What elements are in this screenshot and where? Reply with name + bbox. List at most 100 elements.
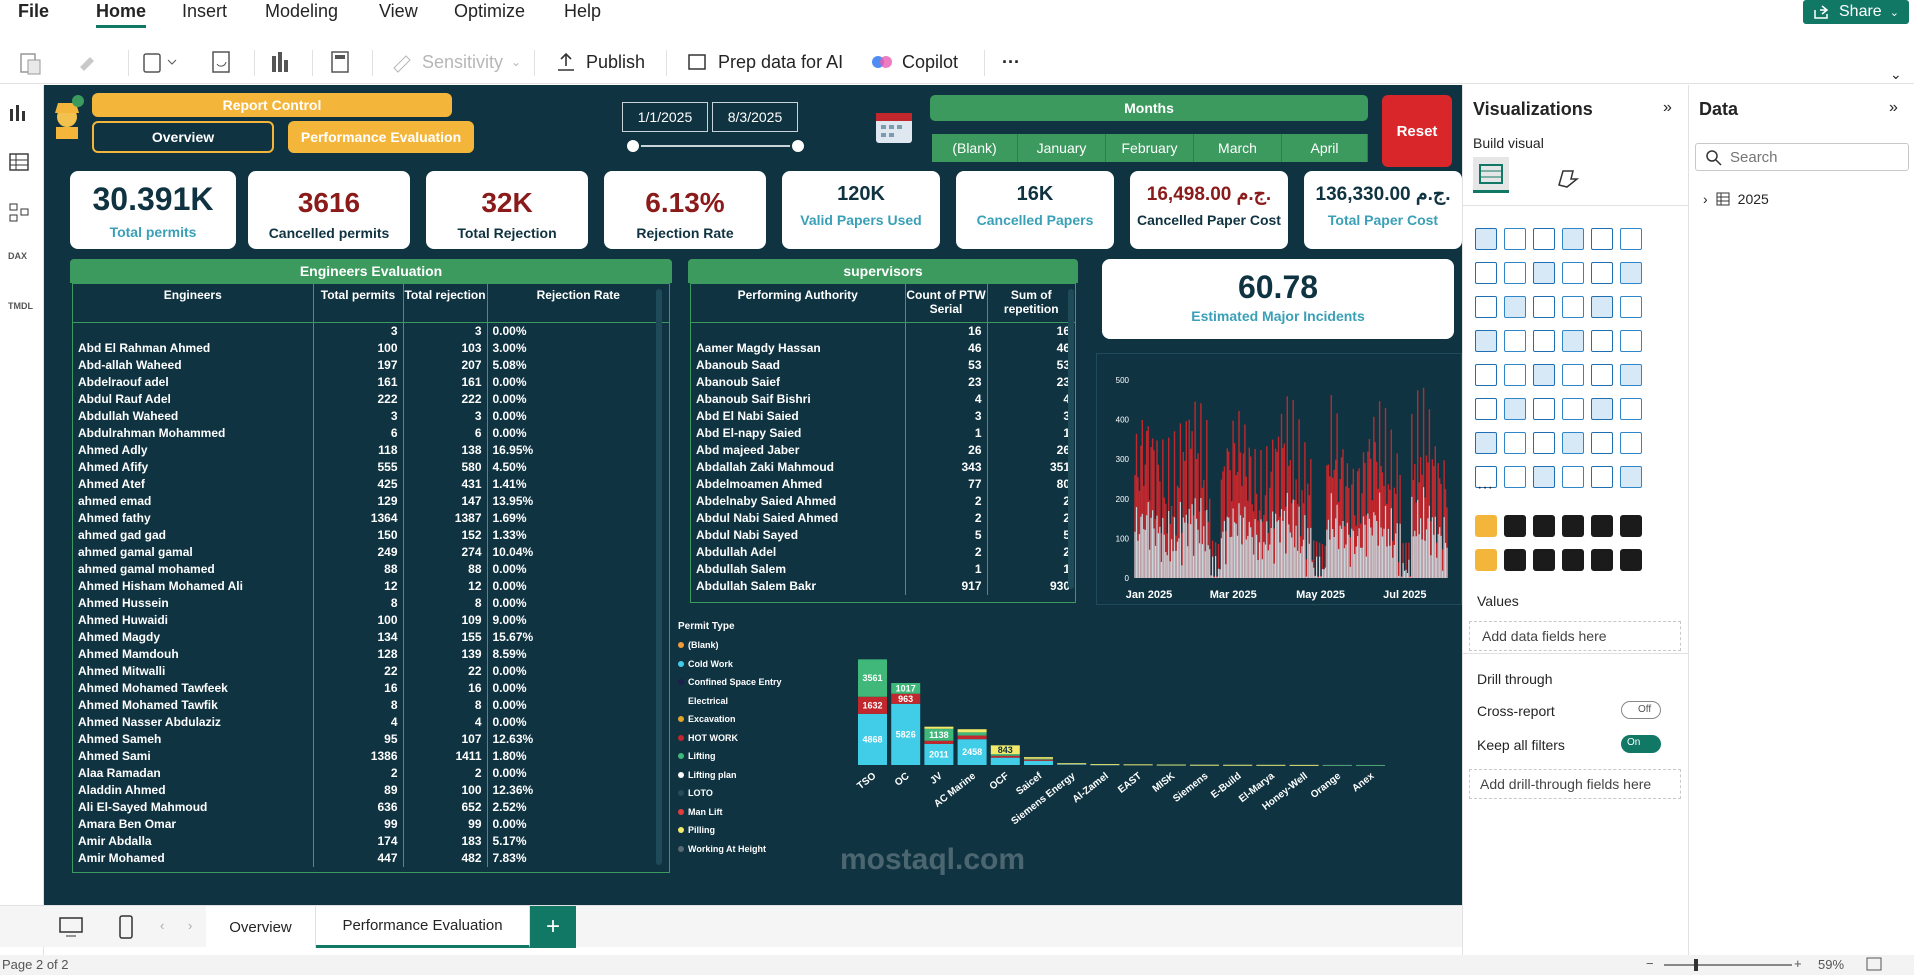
custom-visual-icon[interactable]	[1620, 515, 1642, 537]
visual-type-icon[interactable]	[1533, 262, 1555, 284]
bar-segment[interactable]	[891, 703, 921, 765]
bar-segment[interactable]	[957, 735, 987, 740]
performance-nav-button[interactable]: Performance Evaluation	[288, 121, 474, 153]
legend-item[interactable]: Man Lift	[678, 803, 818, 822]
bar-segment[interactable]	[858, 713, 887, 765]
calculator-icon[interactable]	[326, 46, 354, 78]
visual-type-icon[interactable]	[1591, 432, 1613, 454]
custom-visual-icon[interactable]	[1475, 515, 1497, 537]
bar-segment[interactable]	[1024, 759, 1053, 761]
legend-item[interactable]: (Blank)	[678, 636, 818, 655]
legend-item[interactable]: Working At Height	[678, 840, 818, 859]
custom-visual-icon[interactable]	[1504, 515, 1526, 537]
new-visual-icon[interactable]	[266, 46, 294, 78]
table-row[interactable]: Ahmed Nasser Abdulaziz 4 4 0.00%	[73, 713, 669, 731]
visual-type-icon[interactable]	[1620, 432, 1642, 454]
get-data-icon[interactable]	[140, 46, 180, 78]
table-row[interactable]: Abdelraouf adel 161 161 0.00%	[73, 373, 669, 391]
custom-visual-icon[interactable]	[1533, 515, 1555, 537]
table-row[interactable]: Ahmed Magdy 134 155 15.67%	[73, 628, 669, 646]
legend-item[interactable]: Electrical	[678, 692, 818, 711]
sensitivity-button[interactable]: Sensitivity ⌄	[390, 46, 521, 78]
menu-modeling[interactable]: Modeling	[265, 1, 339, 21]
table-view-icon[interactable]	[8, 151, 30, 173]
bar-segment[interactable]	[924, 728, 954, 741]
legend-item[interactable]: Cold Work	[678, 655, 818, 674]
custom-visual-icon[interactable]	[1591, 515, 1613, 537]
menu-optimize[interactable]: Optimize	[454, 1, 526, 21]
supervisors-scrollbar[interactable]	[1068, 289, 1074, 589]
visual-type-icon[interactable]	[1591, 364, 1613, 386]
table-row[interactable]: Aladdin Ahmed 89 100 12.36%	[73, 781, 669, 799]
visual-type-icon[interactable]	[1620, 330, 1642, 352]
visual-type-icon[interactable]	[1475, 330, 1497, 352]
table-row[interactable]: Abd El-napy Saied 1 1	[691, 424, 1075, 442]
fit-page-icon[interactable]	[1866, 957, 1882, 971]
zoom-out-icon[interactable]: −	[1646, 956, 1654, 971]
date-start-field[interactable]: 1/1/2025	[622, 102, 708, 132]
visual-type-icon[interactable]	[1620, 262, 1642, 284]
bar-segment[interactable]	[1356, 764, 1385, 766]
bar-segment[interactable]	[1322, 764, 1352, 766]
dax-query-icon[interactable]: DAX	[8, 251, 28, 261]
bar-segment[interactable]	[1090, 764, 1120, 765]
menu-insert[interactable]: Insert	[182, 1, 228, 21]
col-engineers[interactable]: Engineers	[73, 284, 314, 323]
reset-button[interactable]: Reset	[1382, 95, 1452, 167]
month-april[interactable]: April	[1282, 134, 1368, 162]
month-march[interactable]: March	[1194, 134, 1282, 162]
table-row[interactable]: Abdelmoamen Ahmed 77 80	[691, 475, 1075, 493]
menu-help[interactable]: Help	[564, 1, 602, 21]
custom-visual-icon[interactable]	[1591, 549, 1613, 571]
visual-type-icon[interactable]	[1533, 432, 1555, 454]
table-row[interactable]: Abdul Rauf Adel 222 222 0.00%	[73, 390, 669, 408]
col-total-rejection[interactable]: Total rejection	[403, 284, 488, 323]
format-visual-icon[interactable]	[1553, 161, 1583, 191]
table-row[interactable]: ahmed emad 129 147 13.95%	[73, 492, 669, 510]
table-row[interactable]: Amara Ben Omar 99 99 0.00%	[73, 815, 669, 833]
bar-segment[interactable]	[1190, 764, 1219, 766]
visual-type-icon[interactable]	[1620, 296, 1642, 318]
visual-type-icon[interactable]	[1504, 398, 1526, 420]
bar-segment[interactable]	[990, 757, 1020, 765]
bar-segment[interactable]	[891, 693, 921, 704]
table-row[interactable]: Ali El-Sayed Mahmoud 636 652 2.52%	[73, 798, 669, 816]
visual-type-icon[interactable]	[1562, 398, 1584, 420]
custom-visual-icon[interactable]	[1533, 549, 1555, 571]
visual-type-icon[interactable]	[1591, 296, 1613, 318]
visual-type-icon[interactable]	[1475, 466, 1497, 488]
table-row[interactable]: ahmed gad gad 150 152 1.33%	[73, 526, 669, 544]
table-row[interactable]: Ahmed Sami 1386 1411 1.80%	[73, 747, 669, 765]
bar-segment[interactable]	[858, 696, 887, 714]
table-row[interactable]: Abd El Rahman Ahmed 100 103 3.00%	[73, 339, 669, 357]
bar-segment[interactable]	[924, 743, 954, 765]
zoom-slider[interactable]	[1664, 964, 1792, 966]
drill-through-drop-zone[interactable]: Add drill-through fields here	[1469, 769, 1681, 799]
table-row[interactable]: Ahmed Adly 118 138 16.95%	[73, 441, 669, 459]
custom-visual-icon[interactable]	[1562, 515, 1584, 537]
table-row[interactable]: Alaa Ramadan 2 2 0.00%	[73, 764, 669, 782]
visual-type-icon[interactable]	[1475, 296, 1497, 318]
visual-type-icon[interactable]	[1591, 466, 1613, 488]
table-row[interactable]: Aamer Magdy Hassan 46 46	[691, 339, 1075, 357]
bar-segment[interactable]	[1024, 757, 1053, 759]
table-row[interactable]: Amir Abdalla 174 183 5.17%	[73, 832, 669, 850]
bar-segment[interactable]	[924, 740, 954, 744]
col-repetition[interactable]: Sum of repetition	[987, 284, 1075, 323]
bar-segment[interactable]	[1289, 764, 1319, 766]
visual-type-icon[interactable]	[1620, 466, 1642, 488]
table-row[interactable]: Ahmed Hisham Mohamed Ali 12 12 0.00%	[73, 577, 669, 595]
zoom-in-icon[interactable]: +	[1794, 956, 1802, 971]
bar-segment[interactable]	[990, 755, 1020, 758]
legend-item[interactable]: Excavation	[678, 710, 818, 729]
visual-type-icon[interactable]	[1562, 262, 1584, 284]
legend-item[interactable]: HOT WORK	[678, 729, 818, 748]
bar-segment[interactable]	[957, 729, 987, 733]
share-button[interactable]: Share ⌄	[1803, 0, 1909, 24]
custom-visual-icon[interactable]	[1504, 549, 1526, 571]
bar-segment[interactable]	[924, 726, 954, 729]
visual-type-icon[interactable]	[1533, 228, 1555, 250]
visual-type-icon[interactable]	[1591, 262, 1613, 284]
month-january[interactable]: January	[1018, 134, 1106, 162]
add-page-button[interactable]: +	[530, 906, 576, 948]
